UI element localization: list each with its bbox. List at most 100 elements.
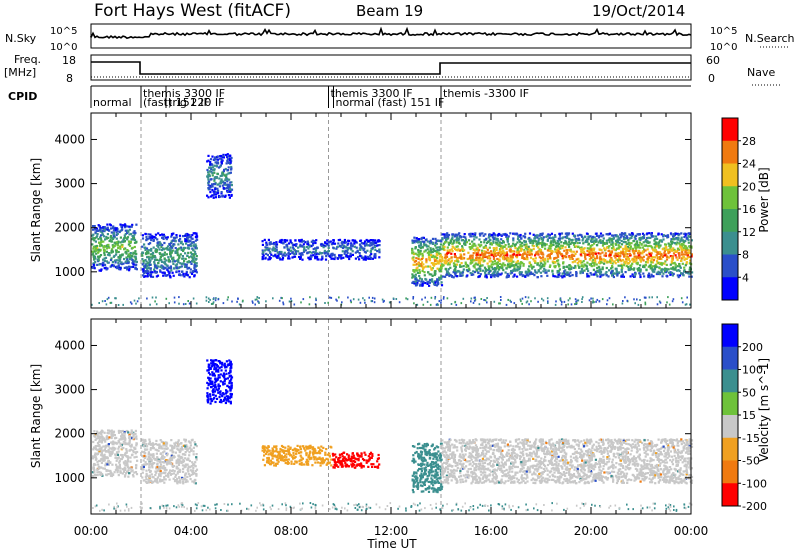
noise-cell [519, 298, 522, 301]
data-cell [100, 454, 103, 457]
data-cell [144, 264, 147, 267]
data-cell [103, 437, 106, 440]
noise-cell [499, 296, 502, 298]
noise-cell [155, 296, 157, 299]
noise-cell [668, 303, 671, 306]
data-cell [495, 243, 498, 246]
data-cell [122, 461, 125, 464]
data-cell [486, 257, 489, 260]
data-cell [229, 161, 232, 164]
data-cell [156, 456, 159, 459]
data-cell [620, 239, 623, 243]
noise-cell [212, 301, 215, 304]
data-cell [653, 268, 657, 271]
data-cell [681, 249, 684, 252]
data-cell [111, 226, 115, 230]
data-cell [488, 246, 491, 249]
data-cell [148, 273, 151, 277]
data-cell [572, 241, 575, 244]
data-cell [584, 235, 587, 238]
data-cell [92, 254, 95, 257]
data-cell [365, 238, 368, 242]
data-cell [132, 450, 135, 453]
data-cell [630, 242, 633, 245]
data-cell [99, 448, 102, 451]
data-cell [509, 272, 512, 275]
data-cell [421, 236, 424, 240]
data-cell [166, 274, 169, 277]
data-cell [446, 234, 449, 237]
data-cell [281, 257, 285, 260]
data-cell [608, 269, 611, 272]
data-cell [519, 265, 522, 268]
noise-cell [537, 300, 539, 303]
data-cell [611, 259, 614, 262]
data-cell [483, 241, 486, 244]
data-cell [593, 264, 596, 267]
data-cell [628, 260, 632, 263]
data-cell [542, 236, 545, 239]
noise-cell [165, 297, 168, 300]
data-cell [608, 249, 611, 252]
freq-strip: Freq. [MHz] 18 8 60 0 Nave [4, 53, 780, 86]
data-cell [371, 246, 374, 249]
data-cell [375, 244, 378, 248]
data-cell [564, 255, 567, 258]
data-cell [454, 247, 457, 250]
data-cell [97, 251, 100, 254]
data-cell [678, 256, 681, 259]
data-cell [366, 244, 369, 247]
data-cell [495, 251, 498, 255]
data-cell [98, 255, 101, 258]
data-cell [378, 251, 381, 254]
data-cell [340, 241, 343, 244]
noise-cell [608, 297, 611, 300]
data-cell [671, 274, 675, 277]
data-cell [516, 259, 519, 263]
data-cell [117, 447, 120, 450]
data-cell [106, 469, 109, 472]
data-cell [656, 237, 659, 240]
data-cell [183, 246, 187, 250]
data-cell [113, 241, 116, 244]
noise-cell [542, 299, 545, 302]
noise-cell [435, 303, 438, 306]
data-cell [170, 269, 173, 272]
data-cell [99, 254, 103, 257]
data-cell [468, 233, 471, 236]
data-cell [151, 254, 154, 257]
data-cell [219, 195, 222, 198]
data-cell [302, 240, 306, 243]
nsearch-label: N.Search [745, 32, 795, 45]
data-cell [144, 275, 147, 278]
data-cell [189, 268, 192, 271]
noise-cell [500, 299, 502, 301]
data-cell [131, 254, 134, 258]
data-cell [416, 271, 419, 274]
data-cell [206, 168, 209, 172]
data-cell [501, 267, 504, 270]
data-cell [610, 267, 613, 270]
data-cell [607, 275, 610, 278]
data-cell [603, 254, 606, 257]
data-cell [119, 223, 122, 226]
data-cell [456, 245, 459, 248]
data-cell [124, 443, 127, 446]
data-cell [307, 241, 310, 245]
data-cell [584, 253, 587, 257]
data-cell [126, 463, 129, 466]
data-cell [666, 234, 669, 237]
data-cell [554, 275, 557, 278]
data-cell [216, 187, 219, 190]
data-cell [96, 468, 99, 471]
data-cell [96, 452, 100, 456]
data-cell [670, 233, 673, 236]
data-cell [101, 437, 104, 440]
noise-cell [242, 299, 244, 302]
data-cell [177, 258, 180, 261]
data-cell [480, 241, 483, 244]
data-cell [113, 448, 116, 451]
data-cell [414, 252, 417, 255]
data-cell [654, 256, 657, 259]
data-cell [306, 243, 309, 246]
